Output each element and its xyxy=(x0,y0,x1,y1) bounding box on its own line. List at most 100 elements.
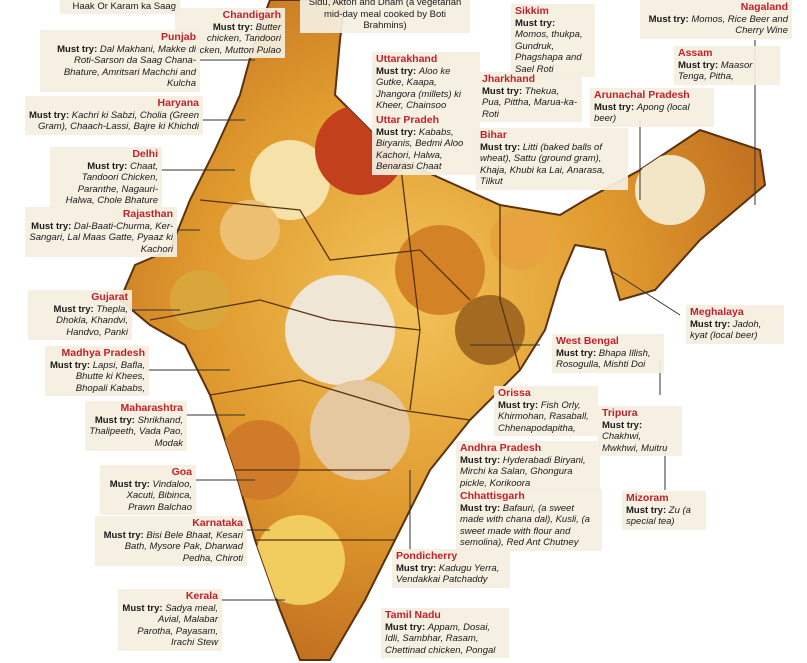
region-label: Goa Must try: Vindaloo, Xacuti, Bibinca, … xyxy=(100,465,196,515)
dishes: Maasor Tenga, Pitha, xyxy=(678,59,753,83)
region-name: Uttarakhand xyxy=(376,53,438,65)
region-label: Gujarat Must try: Thepla, Dhokla, Khandvi… xyxy=(28,290,132,340)
dishes: Bhapa Illish, Rosogulla, Mishti Doi xyxy=(556,347,651,371)
must-try-label: Must try: xyxy=(385,621,426,633)
dishes: Butter chicken, Tandoori Chicken, Mutton… xyxy=(185,21,281,56)
region-name: Chhattisgarh xyxy=(460,490,525,502)
must-try-label: Must try: xyxy=(556,347,597,359)
dishes: Kadugu Yerra, Vendakkai Patchaddy xyxy=(396,562,500,586)
dishes: Appam, Dosai, Idli, Sambhar, Rasam, Chet… xyxy=(385,621,496,656)
dishes: Bisi Bele Bhaat, Kesari Bath, Mysore Pak… xyxy=(124,529,243,564)
dishes: Dal Makhani, Makke di Roti-Sarson da Saa… xyxy=(63,43,196,90)
must-try-label: Must try: xyxy=(594,101,635,113)
dishes: Jadoh, kyat (local beer) xyxy=(690,318,762,342)
must-try-label: Must try: xyxy=(602,419,643,431)
text-fragment: Haak Or Karam ka Saag xyxy=(60,0,180,14)
region-label: Rajasthan Must try: Dal-Baati-Churma, Ker… xyxy=(25,207,177,257)
region-name: Haryana xyxy=(157,97,199,109)
region-label: Bihar Must try: Litti (baked balls of whe… xyxy=(476,128,628,190)
region-label: Nagaland Must try: Momos, Rice Beer and C… xyxy=(640,0,792,39)
region-label: Madhya Pradesh Must try: Lapsi, Bafla, Bh… xyxy=(45,346,149,396)
must-try-label: Must try: xyxy=(515,17,556,29)
region-label: Orissa Must try: Fish Orly, Khirmohan, Ra… xyxy=(494,386,598,436)
must-try-label: Must try: xyxy=(53,303,94,315)
region-name: Gujarat xyxy=(91,291,128,303)
region-label: Uttarakhand Must try: Aloo ke Gutke, Kaap… xyxy=(372,52,480,114)
region-label: Meghalaya Must try: Jadoh, kyat (local be… xyxy=(686,305,784,344)
must-try-label: Must try: xyxy=(460,454,501,466)
region-name: Goa xyxy=(171,466,192,478)
dishes: Lapsi, Bafla, Bhutte ki Khees, Bhopali K… xyxy=(75,359,145,394)
region-name: West Bengal xyxy=(556,335,619,347)
region-name: Kerala xyxy=(185,590,218,602)
region-label: Assam Must try: Maasor Tenga, Pitha, xyxy=(674,46,780,85)
must-try-label: Must try: xyxy=(690,318,731,330)
region-name: Meghalaya xyxy=(690,306,744,318)
region-name: Sikkim xyxy=(515,5,549,17)
must-try-label: Must try: xyxy=(212,21,253,33)
must-try-label: Must try: xyxy=(87,160,128,172)
dishes: Aloo ke Gutke, Kaapa, Jhangora (millets)… xyxy=(376,65,461,112)
region-label: Tripura Must try: Chakhwi, Mwkhwi, Muitru xyxy=(598,406,682,456)
region-label: Punjab Must try: Dal Makhani, Makke di Ro… xyxy=(40,30,200,92)
region-label: Sikkim Must try: Momos, thukpa, Gundruk, … xyxy=(511,4,595,77)
dishes: Bafauri, (a sweet made with chana dal), … xyxy=(460,502,590,549)
dishes: Kababs, Biryanis, Bedmi Aloo Kachori, Ha… xyxy=(376,126,464,173)
region-name: Bihar xyxy=(480,129,507,141)
region-label: Chhattisgarh Must try: Bafauri, (a sweet … xyxy=(456,489,602,551)
region-name: Mizoram xyxy=(626,492,669,504)
dishes: Apong (local beer) xyxy=(594,101,690,125)
region-name: Pondicherry xyxy=(396,550,458,562)
region-name: Andhra Pradesh xyxy=(460,442,542,454)
dishes: Vindaloo, Xacuti, Bibinca, Prawn Balchao xyxy=(126,478,192,513)
text-fragment: Sidu, Aktori and Dham (a vegetarian mid-… xyxy=(300,0,470,33)
dishes: Momos, Rice Beer and Cherry Wine xyxy=(691,13,788,37)
region-label: Arunachal Pradesh Must try: Apong (local … xyxy=(590,88,714,127)
region-name: Punjab xyxy=(160,31,196,43)
must-try-label: Must try: xyxy=(480,141,521,153)
region-label: Mizoram Must try: Zu (a special tea) xyxy=(622,491,706,530)
region-label: Kerala Must try: Sadya meal, Avial, Malab… xyxy=(118,589,222,651)
region-label: Karnataka Must try: Bisi Bele Bhaat, Kesa… xyxy=(95,516,247,566)
region-name: Nagaland xyxy=(740,1,788,13)
region-label: Maharashtra Must try: Shrikhand, Thalipee… xyxy=(85,401,187,451)
must-try-label: Must try: xyxy=(498,399,539,411)
region-name: Karnataka xyxy=(192,517,243,529)
region-name: Tripura xyxy=(602,407,638,419)
must-try-label: Must try: xyxy=(396,562,437,574)
region-label: Delhi Must try: Chaat, Tandoori Chicken, … xyxy=(50,147,162,209)
region-name: Orissa xyxy=(498,387,531,399)
region-name: Uttar Pradeh xyxy=(376,114,440,126)
region-name: Arunachal Pradesh xyxy=(594,89,690,101)
region-name: Madhya Pradesh xyxy=(61,347,145,359)
must-try-label: Must try: xyxy=(109,478,150,490)
dishes: Hyderabadi Biryani, Mirchi ka Salan, Gho… xyxy=(460,454,586,489)
region-label: Pondicherry Must try: Kadugu Yerra, Venda… xyxy=(392,549,510,588)
dishes: Litti (baked balls of wheat), Sattu (gro… xyxy=(480,141,605,188)
region-label: West Bengal Must try: Bhapa Illish, Rosog… xyxy=(552,334,664,373)
dishes: Sadya meal, Avial, Malabar Parotha, Paya… xyxy=(137,602,218,649)
must-try-label: Must try: xyxy=(94,414,135,426)
must-try-label: Must try: xyxy=(678,59,719,71)
dishes: Thepla, Dhokla, Khandvi, Handvo, Panki xyxy=(56,303,128,338)
must-try-label: Must try: xyxy=(49,359,91,371)
region-name: Delhi xyxy=(132,148,158,160)
region-label: Jharkhand Must try: Thekua, Pua, Pittha, … xyxy=(478,72,582,122)
dishes: Zu (a special tea) xyxy=(626,504,691,528)
region-name: Jharkhand xyxy=(482,73,536,85)
region-name: Assam xyxy=(678,47,713,59)
must-try-label: Must try: xyxy=(57,43,98,55)
dishes: Chakhwi, Mwkhwi, Muitru xyxy=(602,431,668,454)
dishes: Chaat, Tandoori Chicken, Paranthe, Nagau… xyxy=(65,160,158,207)
region-label: Haryana Must try: Kachri ki Sabzi, Cholia… xyxy=(25,96,203,135)
dishes: Kachri ki Sabzi, Cholia (Green Gram), Ch… xyxy=(37,109,200,133)
dishes: Shrikhand, Thalipeeth, Vada Pao, Modak xyxy=(89,414,183,449)
region-label: Uttar Pradeh Must try: Kababs, Biryanis, … xyxy=(372,113,480,175)
dishes: Momos, thukpa, Gundruk, Phagshapa and Sa… xyxy=(515,29,583,75)
must-try-label: Must try: xyxy=(376,65,417,77)
must-try-label: Must try: xyxy=(103,529,144,541)
must-try-label: Must try: xyxy=(376,126,417,138)
region-name: Chandigarh xyxy=(222,9,281,21)
dishes: Thekua, Pua, Pittha, Marua-ka-Roti xyxy=(482,85,578,120)
